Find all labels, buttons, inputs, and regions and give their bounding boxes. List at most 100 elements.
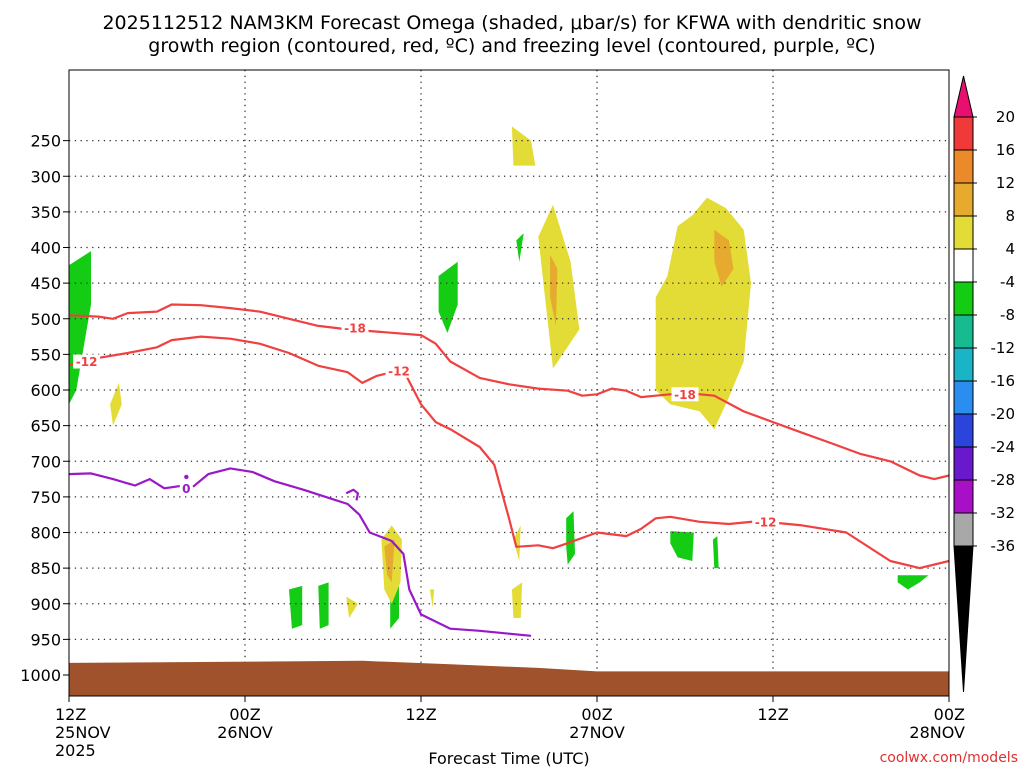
temperature-contours: -18 -18 -12 -12 -12 0 [68,303,950,637]
colorbar-label-2: 12 [996,174,1015,192]
omega-region-upward-7 [897,575,929,590]
red-contour-label-3: -12 [388,364,410,378]
purple-contour-line-1 [345,488,359,501]
x-axis-label: Forecast Time (UTC) [428,749,589,768]
colorbar-segment-6 [953,281,974,316]
y-tick-label-750: 750 [30,488,61,507]
colorbar-segment-13 [953,512,974,547]
colorbar-label-10: -24 [991,438,1016,456]
colorbar-label-5: -4 [1000,273,1015,291]
colorbar-segment-7 [953,314,974,349]
colorbar-label-9: -20 [991,405,1016,423]
omega-region-down-7 [511,582,523,618]
omega-region-upward-9 [318,582,329,629]
y-tick-label-900: 900 [30,595,61,614]
y-tick-label-400: 400 [30,239,61,258]
red-contour-label-bg-4 [752,514,780,529]
x-tick-label-36-2: 27NOV [569,723,625,742]
colorbar-segment-9 [953,380,974,415]
colorbar-label-3: 8 [1005,207,1015,225]
red-contour-label-bg-1 [671,387,699,402]
credit-text: coolwx.com/models [880,750,1018,766]
x-tick-label-60-1: 00Z [934,705,965,724]
red-contour-label-1: -18 [674,388,696,402]
red-contour-label-bg-0 [341,321,369,336]
y-tick-label-1000: 1000 [20,666,61,685]
omega-region-down-8 [346,596,358,618]
colorbar: 20 16 12 8 4 -4 -8 -12 -16 -20 -24 -28 -32 -36 [953,75,1016,693]
red-contour-label-4: -12 [755,515,777,529]
plot-area [69,70,949,696]
omega-region-down-1 [110,382,122,426]
y-tick-label-500: 500 [30,310,61,329]
omega-region-down-3 [538,204,580,369]
red-contour-line-2 [68,335,950,570]
colorbar-segment-5 [953,248,974,283]
purple-contour-label-bg-0 [179,481,193,496]
omega-region-upward-6 [712,536,719,569]
omega-region-down-6 [513,525,521,561]
colorbar-segment-1 [953,116,974,151]
colorbar-label-11: -28 [991,471,1016,489]
ground-fill [69,660,949,696]
colorbar-label-8: -16 [991,372,1016,390]
x-tick-label-48-1: 12Z [757,705,788,724]
purple-contour-label-0: 0 [182,482,190,496]
x-tick-label-0-1: 12Z [55,705,86,724]
colorbar-segment-8 [953,347,974,382]
y-tick-label-950: 950 [30,630,61,649]
omega-region-upward-8 [289,585,303,629]
colorbar-segment-bottom-arrow [953,545,974,693]
colorbar-label-7: -12 [991,339,1016,357]
purple-contour-line-0 [68,467,532,637]
y-tick-label-250: 250 [30,132,61,151]
y-tick-label-650: 650 [30,417,61,436]
colorbar-label-0: 20 [996,108,1015,126]
omega-region-orange-2 [714,229,734,287]
y-tick-label-350: 350 [30,203,61,222]
x-tick-label-0-2: 25NOV [55,723,111,742]
omega-region-down-2 [511,126,536,166]
colorbar-segment-10 [953,413,974,448]
x-tick-label-12-1: 00Z [229,705,260,724]
y-tick-label-550: 550 [30,345,61,364]
omega-region-down-9 [429,589,435,608]
chart-title-line-2: growth region (contoured, red, ºC) and f… [148,35,875,57]
colorbar-label-12: -32 [991,504,1016,522]
y-tick-label-450: 450 [30,274,61,293]
y-tick-label-600: 600 [30,381,61,400]
red-contour-line-0 [68,303,950,481]
colorbar-segment-11 [953,446,974,481]
y-tick-label-300: 300 [30,167,61,186]
purple-contour-dot [184,474,189,480]
colorbar-segment-3 [953,182,974,217]
y-tick-label-800: 800 [30,524,61,543]
red-contour-label-bg-3 [385,363,413,378]
colorbar-segment-2 [953,149,974,184]
ground-terrain [69,660,949,696]
x-tick-label-60-2: 28NOV [909,723,965,742]
red-contour-label-0: -18 [344,322,366,336]
colorbar-label-4: 4 [1005,240,1015,258]
red-contour-label-bg-2 [73,354,101,369]
colorbar-segment-12 [953,479,974,514]
x-tick-label-12-2: 26NOV [217,723,273,742]
colorbar-label-1: 16 [996,141,1015,159]
colorbar-segment-4 [953,215,974,250]
omega-region-upward-4 [566,511,575,565]
y-tick-label-700: 700 [30,452,61,471]
omega-region-orange-3 [384,539,395,583]
y-axis: 250 300 350 400 450 500 550 600 650 700 750 800 850 9… [20,132,69,685]
omega-region-orange-1 [550,254,558,326]
colorbar-label-13: -36 [991,537,1016,555]
red-contour-label-2: -12 [76,355,98,369]
x-tick-label-24-1: 12Z [405,705,436,724]
x-tick-label-0-3: 2025 [55,741,96,760]
x-tick-label-36-1: 00Z [581,705,612,724]
colorbar-segment-top-arrow [953,75,974,118]
omega-region-upward-5 [670,531,694,561]
y-tick-label-850: 850 [30,559,61,578]
omega-region-upward-3 [516,233,524,262]
